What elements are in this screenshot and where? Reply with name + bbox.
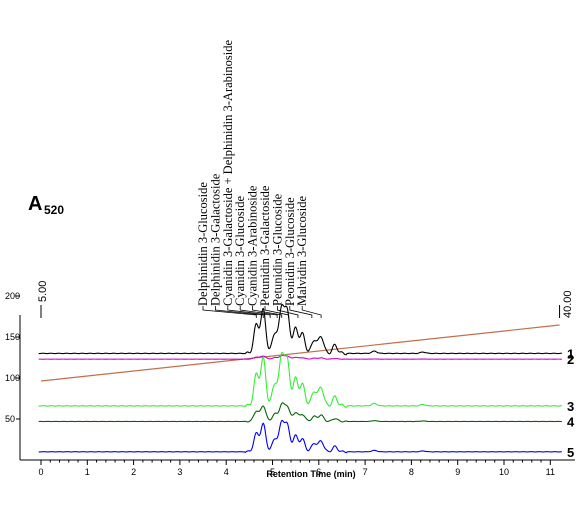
series-3-label: 3 xyxy=(567,399,574,414)
x-tick-label: 7 xyxy=(363,467,368,477)
series-4-trace xyxy=(38,402,562,423)
x-tick-label: 1 xyxy=(85,467,90,477)
peak-leader-line xyxy=(252,306,283,318)
series-5-trace xyxy=(38,419,562,454)
x-tick-label: 5 xyxy=(270,467,275,477)
x-axis-title: Retention Time (min) xyxy=(266,469,355,479)
y-tick-label: 50 xyxy=(5,414,15,424)
gradient-start-label: 5.00 xyxy=(37,281,49,302)
y-tick-label: 150 xyxy=(5,332,20,342)
gradient-line xyxy=(40,324,560,382)
x-tick-label: 11 xyxy=(546,467,555,477)
peak-label: Delphinidin 3-Galactoside xyxy=(208,173,222,306)
x-tick-label: 4 xyxy=(224,467,229,477)
peak-leader-line xyxy=(214,306,264,318)
y-tick-label: 200 xyxy=(5,291,20,301)
x-tick-label: 6 xyxy=(316,467,321,477)
y-axis-title-subscript: 520 xyxy=(44,203,64,217)
peak-label: Petunidin 3-Glucoside xyxy=(270,193,284,306)
gradient-group: 5.00 40.00 xyxy=(37,281,574,382)
peak-leader-line xyxy=(289,306,313,318)
peak-leader-line xyxy=(301,306,322,318)
x-tick-label: 3 xyxy=(177,467,182,477)
series-4-label: 4 xyxy=(567,414,575,429)
series-5-label: 5 xyxy=(567,445,574,460)
x-tick-label: 8 xyxy=(409,467,414,477)
peak-label: Delphinidin 3-Glucoside xyxy=(196,182,210,306)
series-2-label: 2 xyxy=(567,352,574,367)
x-tick-label: 9 xyxy=(455,467,460,477)
series-3-trace xyxy=(38,351,562,408)
x-tick-label: 0 xyxy=(38,467,43,477)
gradient-end-label: 40.00 xyxy=(562,290,574,318)
peak-label: Cyanidin 3-Galactoside + Delphinidin 3-A… xyxy=(221,40,235,306)
peak-label: Cyanidin 3-Glucoside xyxy=(233,195,247,306)
series-2-trace xyxy=(38,354,562,360)
x-tick-label: 10 xyxy=(499,467,509,477)
peak-leader-line xyxy=(239,306,278,318)
peak-label: Cyanidin 3-Arabinoside xyxy=(246,185,260,306)
peak-leader-line xyxy=(227,306,271,318)
peak-label: Malvidin 3-Glucoside xyxy=(295,195,309,306)
series-1-trace xyxy=(38,303,562,356)
y-axis-title: A xyxy=(28,193,42,215)
y-tick-label: 100 xyxy=(5,373,20,383)
series-group: 12 34 5 xyxy=(38,303,575,460)
peak-label: Peonidin 3-Glucoside xyxy=(283,197,297,306)
peak-label: Petunidin 3-Galactoside xyxy=(258,185,272,306)
peak-leader-line xyxy=(202,306,257,318)
series-1-label: 1 xyxy=(567,346,574,361)
x-tick-label: 2 xyxy=(131,467,136,477)
